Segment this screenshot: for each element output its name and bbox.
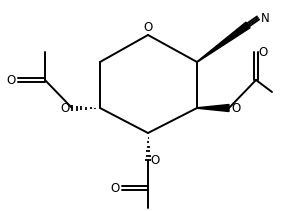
- Text: O: O: [111, 181, 120, 195]
- Text: O: O: [143, 21, 153, 34]
- Text: O: O: [7, 73, 16, 87]
- Text: O: O: [258, 46, 267, 58]
- Text: O: O: [61, 101, 70, 115]
- Text: O: O: [150, 153, 159, 166]
- Polygon shape: [197, 104, 229, 111]
- Text: O: O: [231, 101, 240, 115]
- Polygon shape: [197, 22, 250, 62]
- Text: N: N: [261, 12, 270, 24]
